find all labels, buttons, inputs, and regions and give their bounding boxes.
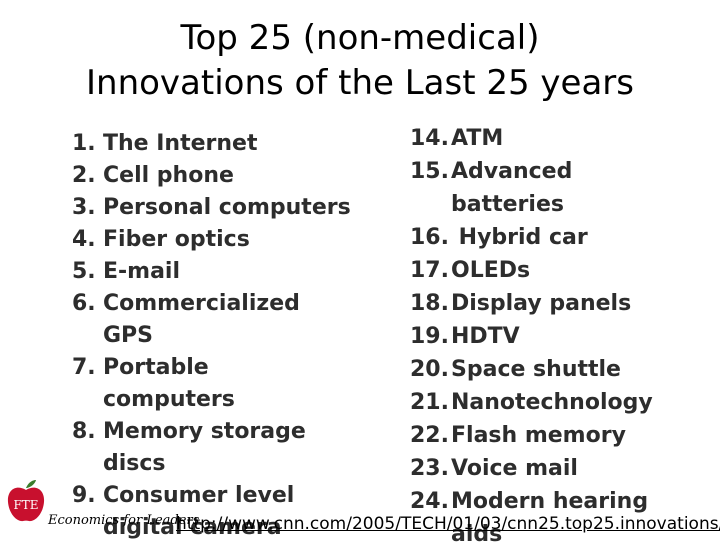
item-number: 23. xyxy=(410,456,449,481)
list-item: 4. Fiber optics xyxy=(72,224,351,256)
list-item: 24. Modern hearing aids xyxy=(410,485,653,551)
item-number: 6. xyxy=(72,291,96,316)
item-text: Hybrid car xyxy=(451,225,588,250)
list-item: 9. Consumer level digital camera xyxy=(72,480,351,544)
item-text: Nanotechnology xyxy=(451,390,653,415)
item-text: digital camera xyxy=(103,515,282,540)
item-text: Portable xyxy=(103,355,209,380)
item-text: Commercialized xyxy=(103,291,300,316)
org-name: Economics for Leaders xyxy=(48,513,200,528)
item-text: discs xyxy=(103,451,166,476)
innovations-list-right: 14. ATM 15. Advanced batteries 16. Hybrid car… xyxy=(410,122,653,551)
item-text: Fiber optics xyxy=(103,227,250,252)
item-text: Memory storage xyxy=(103,419,306,444)
item-text: Consumer level xyxy=(103,483,295,508)
item-text: Cell phone xyxy=(103,163,234,188)
item-text: Space shuttle xyxy=(451,357,621,382)
source-link[interactable]: http://www.cnn.com/2005/TECH/01/03/cnn25… xyxy=(176,514,720,534)
item-text: batteries xyxy=(451,192,564,217)
innovations-list-left: 1. The Internet 2. Cell phone 3. Personal com… xyxy=(72,128,351,544)
item-text: Display panels xyxy=(451,291,632,316)
item-number: 14. xyxy=(410,126,449,151)
item-text: OLEDs xyxy=(451,258,531,283)
item-number: 7. xyxy=(72,355,96,380)
list-item: 6. Commercialized GPS xyxy=(72,288,351,352)
title-line-1: Top 25 (non-medical) xyxy=(180,18,540,58)
logo-text: FTE xyxy=(13,498,38,512)
item-text: The Internet xyxy=(103,131,258,156)
list-item: 14. ATM xyxy=(410,122,653,155)
item-number: 2. xyxy=(72,163,96,188)
item-number: 18. xyxy=(410,291,449,316)
item-number: 22. xyxy=(410,423,449,448)
item-number: 4. xyxy=(72,227,96,252)
slide-title: Top 25 (non-medical) Innovations of the … xyxy=(0,16,720,106)
item-number: 15. xyxy=(410,159,449,184)
list-item: 2. Cell phone xyxy=(72,160,351,192)
item-text: Voice mail xyxy=(451,456,578,481)
item-text: computers xyxy=(103,387,235,412)
item-number: 17. xyxy=(410,258,449,283)
list-item: 22. Flash memory xyxy=(410,419,653,452)
list-item: 3. Personal computers xyxy=(72,192,351,224)
item-number: 21. xyxy=(410,390,449,415)
item-number: 19. xyxy=(410,324,449,349)
list-item: 20. Space shuttle xyxy=(410,353,653,386)
title-line-2: Innovations of the Last 25 years xyxy=(86,63,634,103)
item-text: Advanced xyxy=(451,159,573,184)
list-item: 1. The Internet xyxy=(72,128,351,160)
list-item: 8. Memory storage discs xyxy=(72,416,351,480)
item-number: 8. xyxy=(72,419,96,444)
list-item: 15. Advanced batteries xyxy=(410,155,653,221)
list-item: 16. Hybrid car xyxy=(410,221,653,254)
list-item: 17. OLEDs xyxy=(410,254,653,287)
list-item: 7. Portable computers xyxy=(72,352,351,416)
item-text: HDTV xyxy=(451,324,520,349)
item-number: 9. xyxy=(72,483,96,508)
item-text: Flash memory xyxy=(451,423,626,448)
item-number: 5. xyxy=(72,259,96,284)
item-number: 20. xyxy=(410,357,449,382)
item-number: 3. xyxy=(72,195,96,220)
item-text: E-mail xyxy=(103,259,181,284)
item-number: 16. xyxy=(410,225,449,250)
item-text: Modern hearing xyxy=(451,489,649,514)
item-text: Personal computers xyxy=(103,195,351,220)
item-text: GPS xyxy=(103,323,154,348)
item-number: 1. xyxy=(72,131,96,156)
list-item: 23. Voice mail xyxy=(410,452,653,485)
item-number: 24. xyxy=(410,489,449,514)
list-item: 18. Display panels xyxy=(410,287,653,320)
list-item: 19. HDTV xyxy=(410,320,653,353)
item-text: ATM xyxy=(451,126,504,151)
fte-apple-logo: FTE xyxy=(7,480,45,522)
list-item: 21. Nanotechnology xyxy=(410,386,653,419)
list-item: 5. E-mail xyxy=(72,256,351,288)
